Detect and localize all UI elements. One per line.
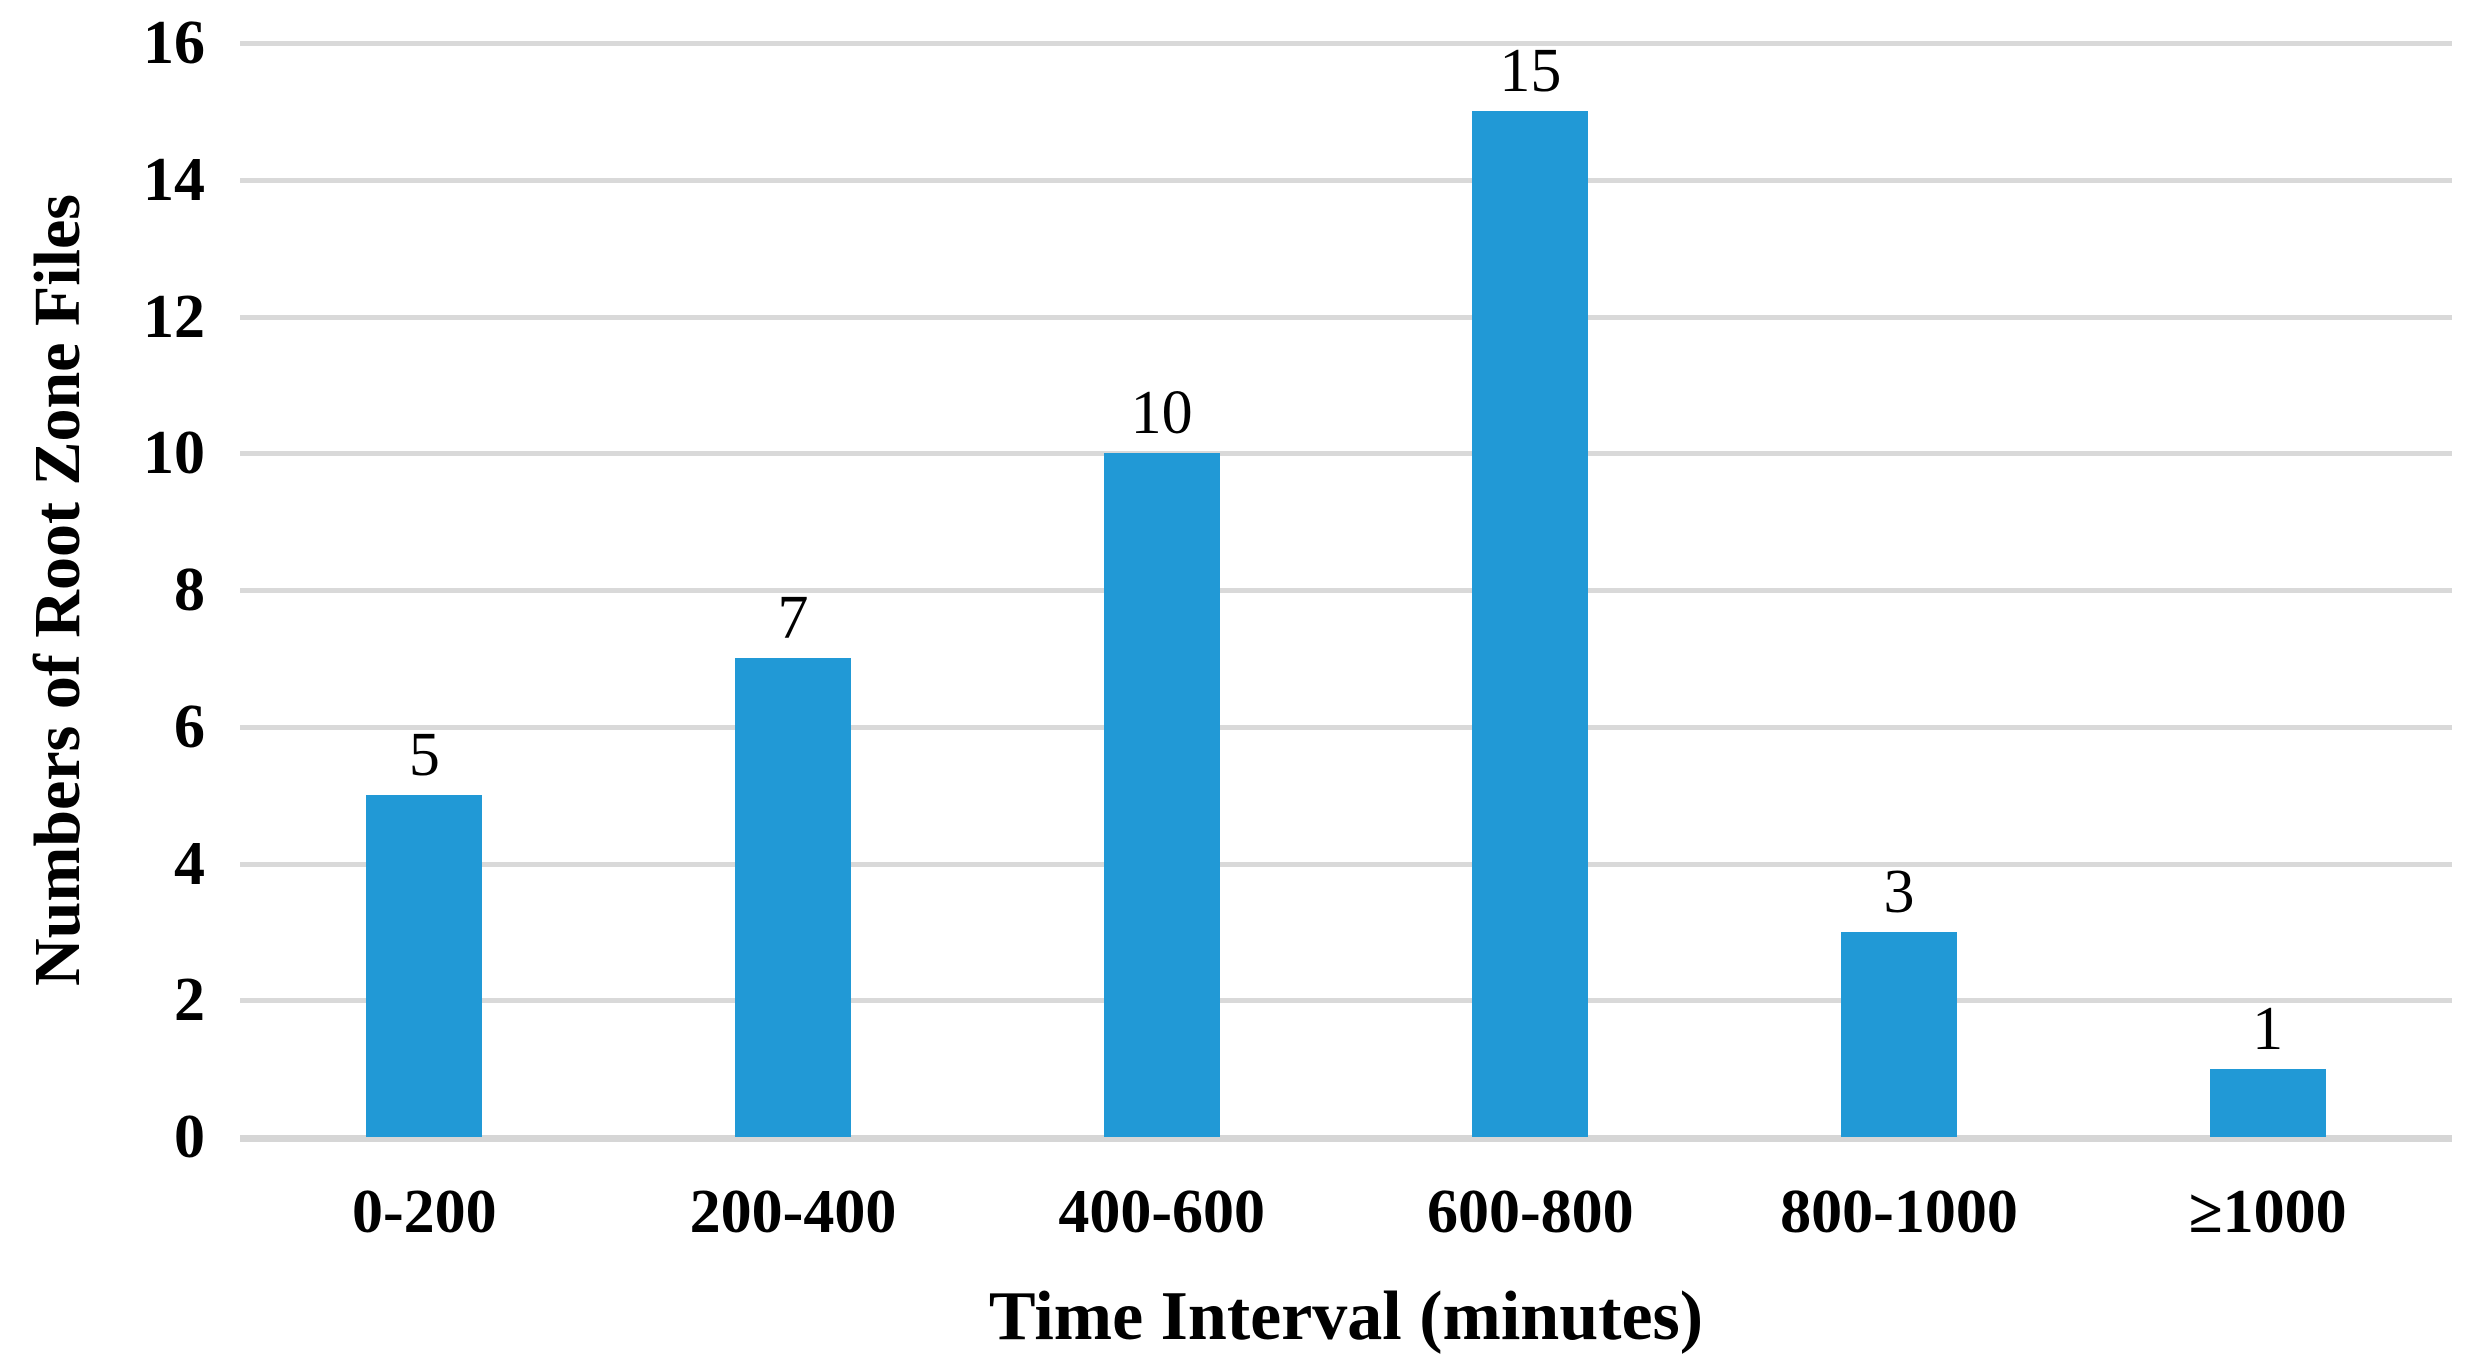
x-tick-label: 600-800 <box>1427 1178 1634 1246</box>
value-label: 5 <box>408 721 440 790</box>
y-tick-label: 10 <box>143 419 205 488</box>
gridline-y-12 <box>240 314 2452 320</box>
gridline-y-10 <box>240 451 2452 457</box>
y-tick-label: 12 <box>143 282 205 351</box>
y-tick-label: 4 <box>174 829 205 898</box>
y-tick-label: 8 <box>174 556 205 624</box>
bar-200-400 <box>735 658 851 1137</box>
x-tick-label: ≥1000 <box>2188 1178 2347 1246</box>
value-label: 15 <box>1499 37 1562 106</box>
gridline-y-14 <box>240 177 2452 183</box>
bar-≥1000 <box>2209 1068 2326 1137</box>
gridline-y-8 <box>240 588 2452 593</box>
bar-800-1000 <box>1841 931 1957 1137</box>
y-tick-label: 6 <box>174 692 205 761</box>
y-tick-label: 2 <box>174 966 205 1035</box>
value-label: 3 <box>1883 857 1915 926</box>
gridline-y-16 <box>240 41 2452 46</box>
x-tick-label: 0-200 <box>352 1178 497 1246</box>
x-tick-label: 400-600 <box>1058 1178 1265 1246</box>
gridline-y-2 <box>240 998 2452 1004</box>
value-label: 10 <box>1130 379 1193 448</box>
y-tick-label: 16 <box>143 9 205 77</box>
bar-0-200 <box>366 795 483 1137</box>
bar-400-600 <box>1103 453 1220 1137</box>
x-axis-line <box>240 1135 2452 1142</box>
gridline-y-6 <box>240 724 2452 730</box>
value-label: 1 <box>2252 994 2284 1063</box>
y-tick-label: 0 <box>174 1103 205 1171</box>
gridline-y-4 <box>240 861 2452 867</box>
x-tick-label: 800-1000 <box>1780 1178 2018 1246</box>
x-axis-title: Time Interval (minutes) <box>988 1278 1704 1355</box>
bar-600-800 <box>1472 111 1589 1137</box>
x-tick-label: 200-400 <box>689 1178 897 1246</box>
value-label: 7 <box>777 584 809 653</box>
y-tick-label: 14 <box>143 145 205 214</box>
